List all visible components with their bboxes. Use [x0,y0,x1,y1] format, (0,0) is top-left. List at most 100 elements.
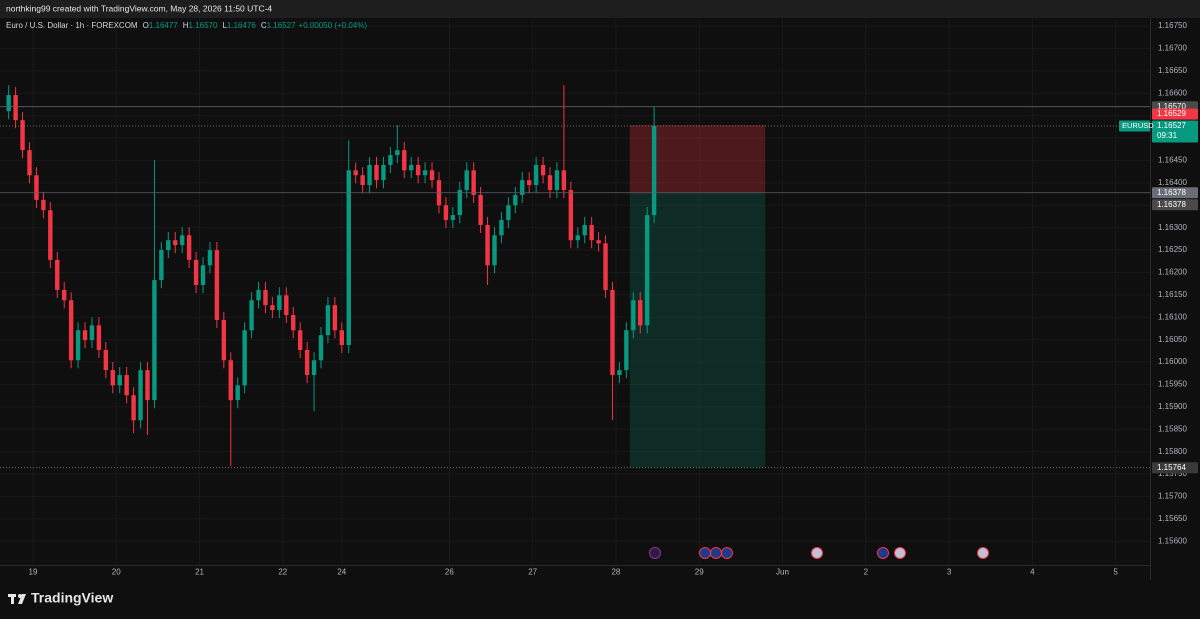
candle-body [339,330,345,346]
symbol-label: EURUSD [1122,121,1154,130]
candle-body [575,235,580,241]
x-tick-label: 22 [278,568,287,577]
candle-body [443,205,449,221]
candle-body [582,224,587,236]
countdown: 09:31 [1157,131,1178,140]
candle-body [297,330,303,350]
candle-body [186,235,192,260]
event-icon [710,547,722,559]
price-label-box [1152,108,1198,120]
stop-zone [629,125,766,193]
candle-body [318,335,324,361]
y-tick-label: 1.16600 [1158,88,1187,97]
time-axis [0,565,1150,580]
candle-body [603,243,608,290]
candle-body [159,250,164,281]
candle-body [27,150,32,176]
candle-body [200,265,206,286]
candle-body [513,194,518,206]
candle-body [13,95,18,121]
candle-body [346,170,351,346]
candle-body [110,370,115,386]
candle-body [526,180,532,186]
candle-body [235,385,240,401]
candle-body [554,170,560,191]
y-tick-label: 1.15700 [1158,492,1187,501]
price-label-box [1152,199,1198,211]
ohlc-value: 1.16477 [149,21,178,30]
candle-body [353,170,358,176]
candle-body [228,360,233,401]
candle-body [221,319,227,361]
x-tick-label: 2 [864,568,869,577]
price-label-box [1152,462,1198,474]
candle-body [311,360,317,376]
plot [0,18,1150,565]
candle-body [34,175,39,200]
candle-body [256,289,261,301]
candle-body [395,150,400,156]
candle-body [284,295,289,316]
price-label: 1.15764 [1157,463,1186,472]
price-label: 1.16570 [1157,102,1186,111]
candle-body [20,120,25,151]
ohlc-key: C [261,21,267,30]
logo-mark [11,594,14,604]
price-label-box [1152,120,1198,143]
candle-body [402,150,407,171]
candle-body [499,220,504,236]
price-label: 1.16378 [1157,188,1186,197]
candle-body [540,164,546,176]
candle-body [207,250,213,266]
legend: Euro / U.S. Dollar · 1h · FOREXCOM O1.164… [6,21,367,30]
candle-body [41,199,46,211]
event-icon [877,547,889,559]
change: +0.00050 (+0.04%) [299,21,368,30]
candle-body [457,190,462,216]
candle-body [131,395,136,421]
event-icon [894,547,906,559]
candle-body [492,235,497,266]
event-icon [811,547,823,559]
x-tick-label: 28 [611,568,620,577]
ohlc-value: 1.16527 [267,21,296,30]
logo-mark [18,594,26,604]
candle-body [82,330,88,341]
candle-body [374,164,379,181]
candle-body [291,315,296,331]
candle-body [166,240,171,251]
candle-body [596,240,601,244]
candle-body [610,289,615,376]
x-tick-label: 24 [337,568,346,577]
candle-body [96,325,102,350]
y-tick-label: 1.15900 [1158,402,1187,411]
candle-body [173,240,178,246]
x-tick-label: 3 [947,568,952,577]
candle-body [644,215,650,326]
candle-body [270,305,275,311]
x-tick-label: 5 [1113,568,1118,577]
y-tick-label: 1.16400 [1158,178,1187,187]
x-tick-label: 21 [195,568,204,577]
candle-body [367,164,372,186]
candle-body [568,190,574,241]
brand: TradingView [31,590,113,606]
candle-body [450,215,456,221]
candle-body [381,164,386,181]
symbol-box [1119,120,1150,132]
y-tick-label: 1.16750 [1158,21,1187,30]
candle-body [388,155,393,165]
y-tick-label: 1.16650 [1158,66,1187,75]
candle-body [75,330,81,361]
x-tick-label: 26 [445,568,454,577]
y-tick-label: 1.16200 [1158,268,1187,277]
candle-body [6,95,11,112]
candle-body [124,375,129,396]
credit: northking99 created with TradingView.com… [6,3,272,13]
candle-body [61,289,67,301]
candle-body [624,330,629,371]
y-tick-label: 1.16250 [1158,245,1187,254]
overlay: Euro / U.S. Dollar · 1h · FOREXCOM O1.164… [0,18,1200,580]
event-icons [649,547,989,559]
